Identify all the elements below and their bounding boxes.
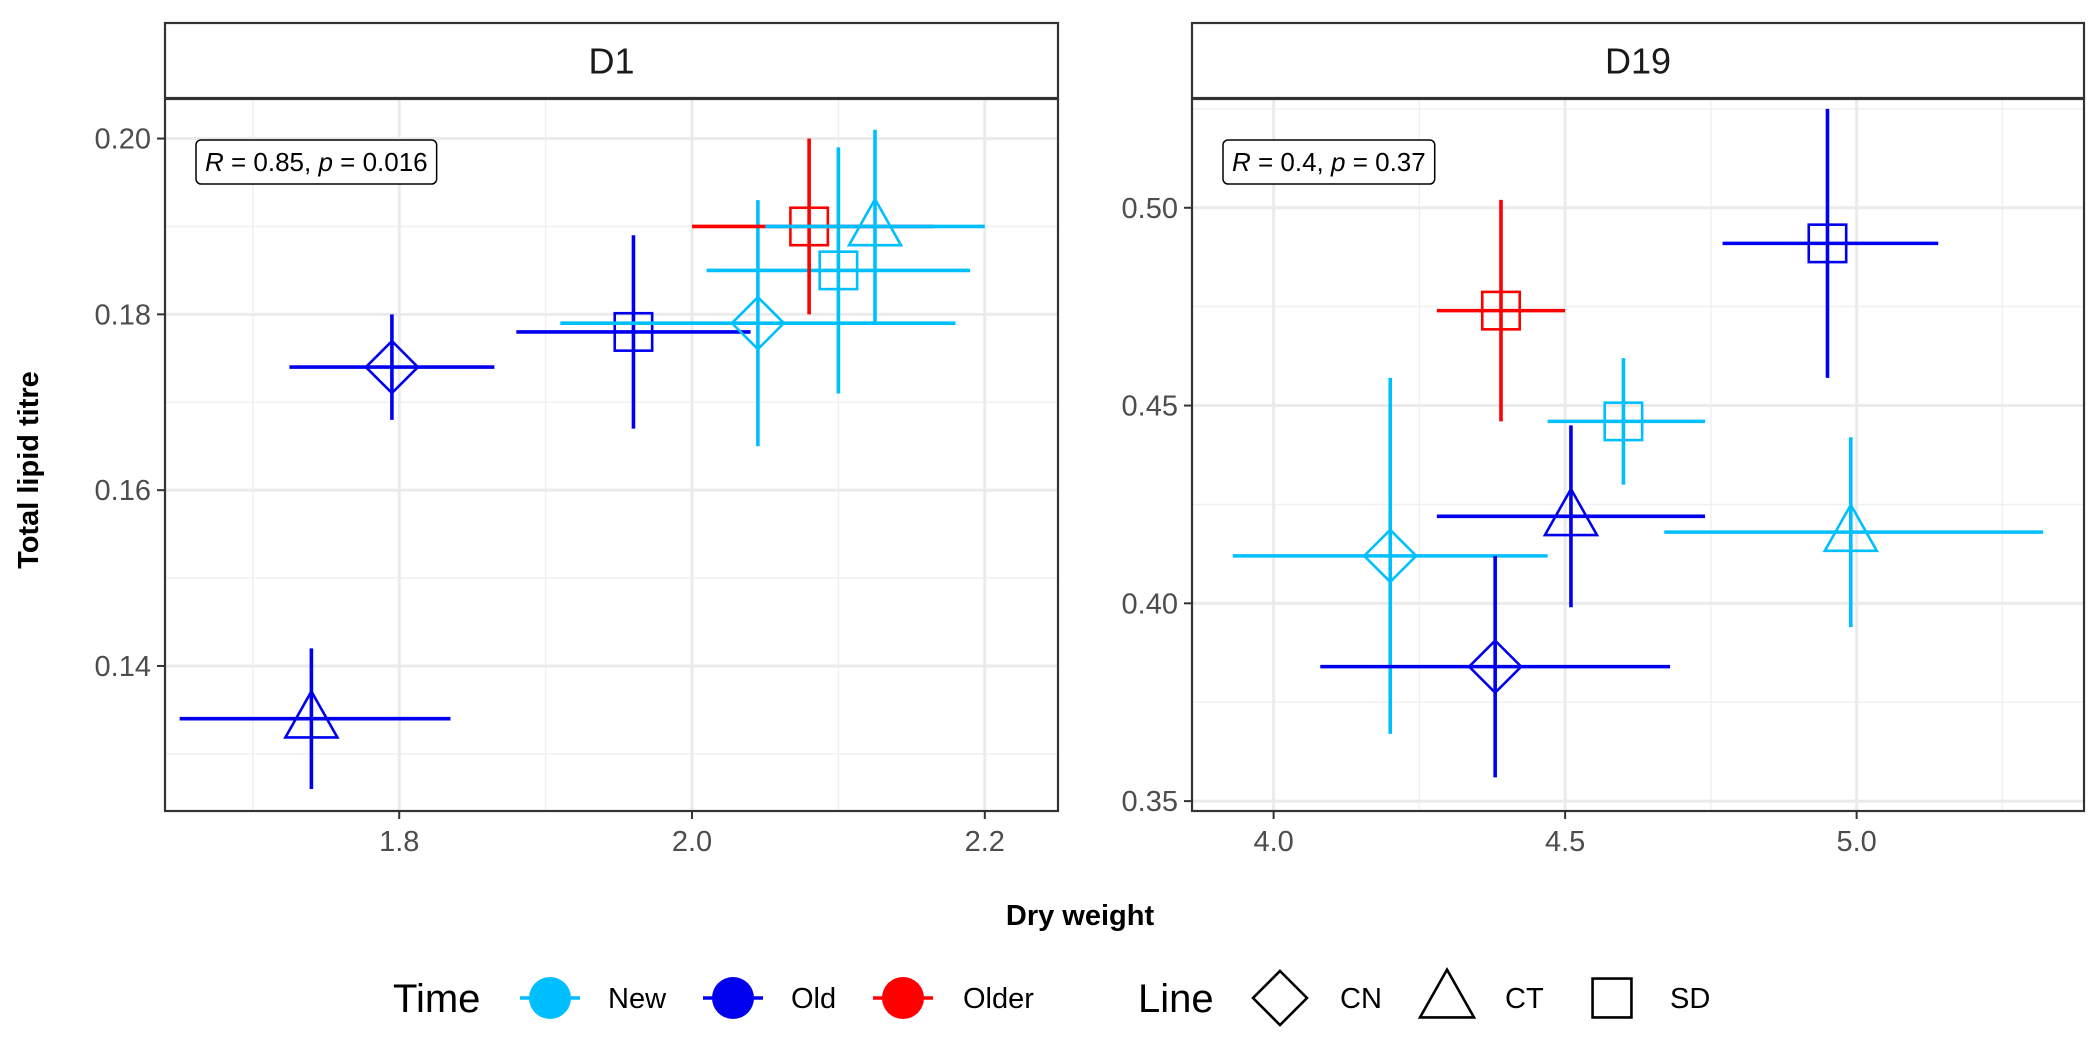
x-tick-label: 2.2 xyxy=(965,826,1005,858)
panel-background xyxy=(1192,99,2084,811)
annotation-p-label: p xyxy=(317,147,332,177)
correlation-annotation: R = 0.85, p = 0.016 xyxy=(205,147,428,177)
x-tick-label: 4.0 xyxy=(1253,826,1293,858)
y-tick-label: 0.45 xyxy=(1122,391,1178,423)
panel-d19: D19 4.0 4.5 5.0 0.35 0.40 0.45 0.50 R = 0.4, p =… xyxy=(1122,21,2086,858)
y-tick-label: 0.40 xyxy=(1122,588,1178,620)
data-point-old-cn xyxy=(289,314,495,420)
legend-key-triangle xyxy=(1417,967,1477,1019)
point-marker-square xyxy=(1480,290,1522,331)
point-marker-diamond xyxy=(364,339,420,395)
x-axis-title: Dry weight xyxy=(1006,900,1155,932)
strip-box xyxy=(163,21,1060,100)
data-point-new-ct xyxy=(1664,437,2044,628)
annotation-p-label: p xyxy=(1330,147,1345,177)
strip-label: D19 xyxy=(1605,41,1671,82)
legend-item-old: Old xyxy=(703,977,836,1019)
x-tick-label: 1.8 xyxy=(379,826,419,858)
data-point-old-ct xyxy=(179,648,451,790)
annotation-p-value: = 0.016 xyxy=(333,147,428,177)
panel-d1: D1 1.8 2.0 2.2 0.14 0.16 0.18 0.20 R = 0.85, p =… xyxy=(95,21,1060,858)
legend-item-older: Older xyxy=(873,977,1034,1019)
x-tick-label: 5.0 xyxy=(1836,826,1876,858)
legend-label: SD xyxy=(1670,983,1710,1015)
data-point-new-ct xyxy=(765,129,985,324)
point-marker-triangle xyxy=(283,688,340,739)
panel-border xyxy=(163,97,1060,813)
legend-item-sd: SD xyxy=(1591,977,1710,1019)
panel-border xyxy=(1190,97,2086,813)
data-point-new-sd xyxy=(706,147,971,394)
annotation-box xyxy=(195,139,438,185)
annotation-box xyxy=(1222,139,1436,185)
legend-item-cn: CN xyxy=(1251,969,1382,1027)
point-marker-triangle xyxy=(1822,502,1880,553)
point-marker-diamond xyxy=(1467,638,1524,695)
y-axis-title: Total lipid titre xyxy=(13,371,45,569)
point-marker-square xyxy=(613,311,654,352)
legend-key-diamond xyxy=(1251,969,1309,1027)
x-tick-label: 4.5 xyxy=(1545,826,1585,858)
legend-key-dot xyxy=(712,977,754,1019)
strip-label: D1 xyxy=(588,41,634,82)
annotation-r-label: R xyxy=(1232,147,1251,177)
data-point-old-cn xyxy=(1320,555,1671,778)
data-point-new-cn xyxy=(560,200,956,447)
y-tick-label: 0.20 xyxy=(95,124,151,156)
data-point-older-sd xyxy=(1436,199,1566,422)
legend-key-dot xyxy=(529,977,571,1019)
y-tick-label: 0.50 xyxy=(1122,193,1178,225)
legend-item-new: New xyxy=(520,977,667,1019)
annotation-r-label: R xyxy=(205,147,224,177)
legend-label: Old xyxy=(791,983,836,1015)
point-marker-triangle xyxy=(846,196,904,247)
panel-background xyxy=(165,99,1058,811)
point-marker-triangle xyxy=(1542,486,1600,537)
legend-key-square xyxy=(1591,977,1633,1019)
legend-label: CN xyxy=(1340,983,1382,1015)
point-marker-square xyxy=(1603,401,1644,442)
legend-title-line: Line xyxy=(1138,977,1214,1021)
legend-label: CT xyxy=(1505,983,1544,1015)
data-point-old-sd xyxy=(516,235,751,429)
legend: Time New Old Older Line CN CT SD xyxy=(393,967,1710,1027)
y-tick-label: 0.35 xyxy=(1122,786,1178,818)
y-tick-label: 0.16 xyxy=(95,475,151,507)
point-marker-square xyxy=(1807,223,1848,264)
legend-title-time: Time xyxy=(393,977,480,1021)
point-marker-diamond xyxy=(730,295,786,351)
annotation-r-value: = 0.4, xyxy=(1251,147,1331,177)
point-marker-diamond xyxy=(1362,528,1419,584)
strip-box xyxy=(1190,21,2086,100)
x-tick-label: 2.0 xyxy=(672,826,712,858)
point-marker-square xyxy=(818,250,859,291)
y-tick-label: 0.14 xyxy=(95,651,151,683)
annotation-p-value: = 0.37 xyxy=(1345,147,1425,177)
annotation-r-value: = 0.85, xyxy=(224,147,319,177)
correlation-annotation: R = 0.4, p = 0.37 xyxy=(1232,147,1426,177)
legend-item-ct: CT xyxy=(1417,967,1544,1019)
data-point-new-sd xyxy=(1547,358,1706,485)
data-point-old-sd xyxy=(1722,108,1939,378)
legend-label: New xyxy=(608,983,667,1015)
data-point-old-ct xyxy=(1436,425,1706,608)
legend-key-dot xyxy=(882,977,924,1019)
y-tick-label: 0.18 xyxy=(95,299,151,331)
legend-label: Older xyxy=(963,983,1034,1015)
